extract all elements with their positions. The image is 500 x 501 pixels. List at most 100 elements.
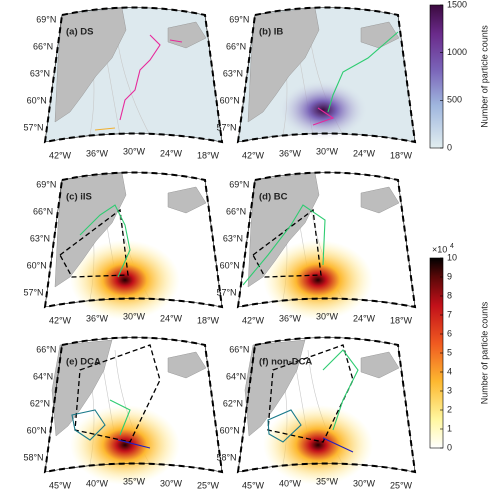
lon-label: 40°W — [86, 478, 109, 488]
panel-label: (f) non-DCA — [259, 357, 312, 368]
trajectory — [312, 107, 335, 126]
lat-label: 57°N — [23, 287, 43, 297]
panel-label: (c) iIS — [66, 192, 92, 203]
lat-label: 60°N — [220, 95, 240, 105]
map-frame — [44, 172, 223, 308]
lon-label: 42°W — [242, 150, 265, 160]
lon-label: 45°W — [242, 480, 265, 490]
lat-label: 69°N — [36, 14, 56, 24]
colorbar-label: Number of particle counts — [479, 25, 489, 128]
trajectory — [322, 349, 359, 431]
colorbar-tick-label: 1 — [447, 423, 452, 433]
panel-label: (e) DCA — [66, 357, 101, 368]
panel-label: (d) BC — [259, 192, 288, 203]
lon-label: 24°W — [353, 313, 376, 323]
colorbar-tick-label: 1500 — [447, 0, 467, 9]
lon-label: 36°W — [86, 313, 109, 323]
colorbar-tick-label: 10 — [447, 252, 457, 262]
trajectory — [117, 439, 151, 449]
lat-label: 60°N — [220, 425, 240, 435]
colorbar-tick-label: 7 — [447, 309, 452, 319]
trajectory — [327, 31, 399, 113]
lon-label: 36°W — [86, 148, 109, 158]
colorbar-tick-label: 2 — [447, 404, 452, 414]
region — [59, 208, 129, 278]
colorbar-tick-label: 4 — [447, 366, 452, 376]
lon-label: 24°W — [353, 148, 376, 158]
trajectory — [119, 34, 161, 121]
lon-label: 35°W — [316, 476, 339, 486]
lat-label: 60°N — [220, 260, 240, 270]
lat-label: 69°N — [229, 179, 249, 189]
lat-label: 69°N — [36, 179, 56, 189]
map-frame — [237, 7, 416, 143]
map-panel: (e) DCA 66°N 64°N 62°N 60°N 58°N 45°W 40°W 35°W 3… — [23, 336, 224, 490]
lat-label: 60°N — [27, 95, 47, 105]
lon-label: 35°W — [123, 476, 146, 486]
lon-label: 30°W — [160, 478, 183, 488]
lat-label: 63°N — [223, 233, 243, 243]
lon-label: 25°W — [390, 480, 413, 490]
lat-label: 58°N — [216, 452, 236, 462]
lat-label: 60°N — [27, 260, 47, 270]
region — [267, 344, 354, 443]
lon-label: 30°W — [316, 311, 339, 321]
lat-label: 64°N — [226, 371, 246, 381]
lat-label: 66°N — [226, 206, 246, 216]
lon-label: 30°W — [123, 311, 146, 321]
lat-label: 58°N — [23, 452, 43, 462]
lat-label: 57°N — [23, 122, 43, 132]
trajectory — [109, 399, 131, 436]
map-panel: (f) non-DCA 66°N 64°N 62°N 60°N 58°N 45°W 40°W 3… — [216, 336, 417, 490]
land — [360, 351, 400, 379]
colorbar-tick-label: 6 — [447, 328, 452, 338]
lon-label: 18°W — [197, 315, 220, 325]
land — [360, 186, 400, 214]
trajectory — [71, 409, 106, 441]
land — [167, 351, 207, 379]
trajectory — [267, 409, 302, 443]
lat-label: 66°N — [226, 41, 246, 51]
lat-label: 62°N — [30, 398, 50, 408]
colorbar-multiplier: ×10 — [432, 244, 447, 254]
lon-label: 30°W — [123, 146, 146, 156]
lon-label: 30°W — [353, 478, 376, 488]
lat-label: 63°N — [30, 233, 50, 243]
colorbar-tick-label: 1000 — [447, 47, 467, 57]
land — [54, 7, 127, 123]
map-panel: (d) BC 69°N 66°N 63°N 60°N 57°N 42°W 36°W 30°W 24… — [216, 171, 417, 325]
lat-label: 60°N — [27, 425, 47, 435]
lon-label: 24°W — [160, 313, 183, 323]
colorbar-tick-label: 8 — [447, 290, 452, 300]
lat-label: 57°N — [216, 287, 236, 297]
lon-label: 18°W — [390, 315, 413, 325]
trajectory — [79, 204, 131, 278]
lat-label: 63°N — [223, 68, 243, 78]
lon-label: 42°W — [242, 315, 265, 325]
lat-label: 66°N — [36, 344, 56, 354]
land — [54, 172, 127, 288]
region — [74, 344, 161, 443]
lat-label: 66°N — [33, 206, 53, 216]
map-panel: (a) DS 69°N 66°N 63°N 60°N 57°N 42°W 36°W 30°W 24… — [23, 6, 224, 160]
colorbar-exponent: 4 — [450, 243, 454, 250]
trajectory — [94, 127, 116, 131]
colorbar: 0 1 2 3 4 5 6 7 8 9 10 Number of particle counts ×10… — [429, 243, 489, 452]
map-panel: (c) iIS 69°N 66°N 63°N 60°N 57°N 42°W 36°W 30°W 2… — [23, 171, 224, 325]
density — [70, 405, 180, 485]
trajectory — [322, 437, 354, 453]
lat-label: 69°N — [229, 14, 249, 24]
land — [247, 7, 320, 123]
lat-label: 66°N — [229, 344, 249, 354]
lon-label: 42°W — [49, 315, 72, 325]
trajectory — [242, 204, 326, 286]
lon-label: 30°W — [316, 146, 339, 156]
lon-label: 36°W — [279, 148, 302, 158]
lat-label: 63°N — [30, 68, 50, 78]
density — [263, 405, 373, 485]
panel-label: (b) IB — [259, 27, 283, 38]
land — [360, 21, 400, 49]
colorbar-gradient — [429, 4, 444, 149]
map-frame — [237, 337, 416, 473]
land — [167, 186, 207, 214]
